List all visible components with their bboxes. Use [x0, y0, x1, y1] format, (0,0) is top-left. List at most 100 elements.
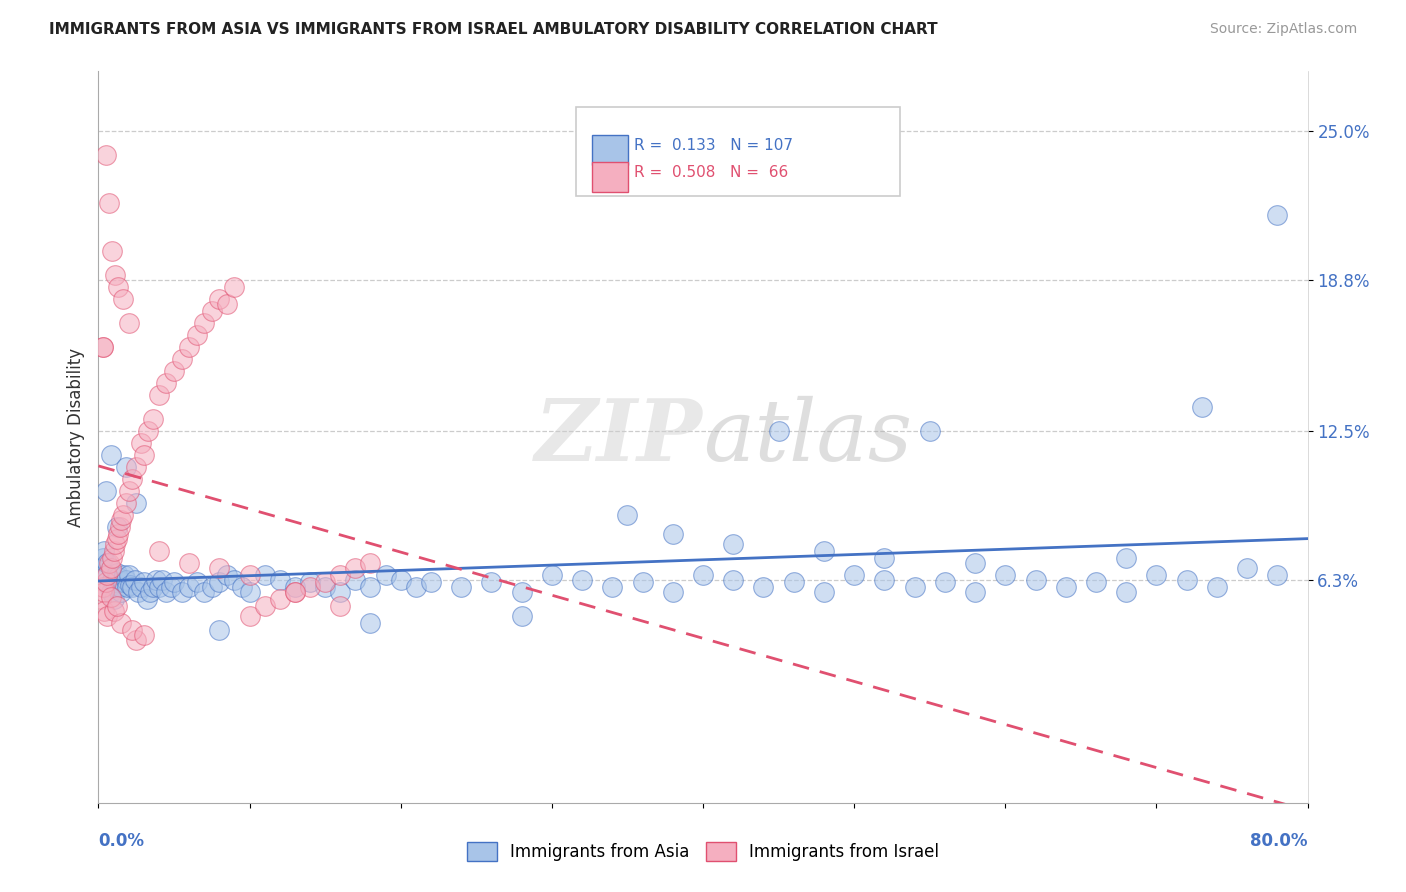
- Point: [124, 573, 146, 587]
- Point: [114, 573, 136, 587]
- Point: [114, 460, 136, 475]
- Point: [145, 573, 167, 587]
- Point: [752, 580, 775, 594]
- Point: [783, 575, 806, 590]
- Point: [103, 544, 125, 558]
- Point: [723, 537, 745, 551]
- Point: [98, 580, 121, 594]
- Point: [91, 580, 114, 594]
- Point: [100, 590, 122, 604]
- Point: [344, 573, 367, 587]
- Point: [118, 483, 141, 498]
- Point: [100, 561, 122, 575]
- Point: [121, 623, 143, 637]
- Point: [215, 297, 238, 311]
- Point: [125, 460, 148, 475]
- Point: [239, 584, 262, 599]
- Text: ZIP: ZIP: [536, 395, 703, 479]
- Point: [118, 568, 141, 582]
- Point: [110, 615, 132, 630]
- Point: [105, 532, 128, 546]
- Point: [114, 496, 136, 510]
- Point: [1144, 568, 1167, 582]
- Point: [112, 568, 135, 582]
- Point: [692, 568, 714, 582]
- Text: 0.0%: 0.0%: [98, 831, 145, 849]
- Point: [405, 580, 427, 594]
- Point: [571, 573, 593, 587]
- Point: [148, 544, 170, 558]
- Point: [96, 556, 118, 570]
- Point: [813, 544, 835, 558]
- Point: [103, 604, 125, 618]
- Point: [179, 556, 201, 570]
- Point: [360, 580, 382, 594]
- Point: [135, 591, 157, 606]
- Point: [115, 580, 138, 594]
- Point: [844, 568, 866, 582]
- Point: [1085, 575, 1108, 590]
- Point: [91, 340, 114, 354]
- Point: [104, 268, 127, 283]
- Point: [160, 580, 183, 594]
- Point: [994, 568, 1017, 582]
- Point: [94, 575, 117, 590]
- Point: [1236, 561, 1258, 575]
- Text: 80.0%: 80.0%: [1250, 831, 1308, 849]
- Point: [616, 508, 638, 522]
- Point: [108, 520, 131, 534]
- Point: [179, 340, 201, 354]
- Point: [450, 580, 472, 594]
- Point: [107, 527, 129, 541]
- Point: [284, 580, 307, 594]
- Point: [420, 575, 443, 590]
- Point: [120, 577, 142, 591]
- Text: atlas: atlas: [703, 396, 912, 478]
- Point: [96, 608, 118, 623]
- Point: [186, 328, 208, 343]
- Point: [105, 566, 128, 580]
- Point: [129, 580, 152, 594]
- Point: [142, 412, 165, 426]
- Point: [269, 573, 291, 587]
- Point: [360, 556, 382, 570]
- Point: [91, 340, 114, 354]
- Point: [208, 561, 231, 575]
- Point: [118, 316, 141, 330]
- Text: R =  0.133   N = 107: R = 0.133 N = 107: [634, 138, 793, 153]
- Point: [107, 570, 129, 584]
- Point: [208, 575, 231, 590]
- Point: [96, 568, 118, 582]
- Point: [904, 580, 927, 594]
- Point: [299, 580, 322, 594]
- Point: [90, 591, 112, 606]
- Point: [239, 608, 262, 623]
- Point: [170, 584, 193, 599]
- Point: [111, 508, 134, 522]
- Text: R =  0.508   N =  66: R = 0.508 N = 66: [634, 165, 789, 180]
- Point: [540, 568, 562, 582]
- Point: [148, 580, 170, 594]
- Point: [269, 591, 291, 606]
- Point: [150, 573, 173, 587]
- Point: [208, 292, 231, 306]
- Point: [239, 568, 262, 582]
- Text: IMMIGRANTS FROM ASIA VS IMMIGRANTS FROM ISRAEL AMBULATORY DISABILITY CORRELATION: IMMIGRANTS FROM ASIA VS IMMIGRANTS FROM …: [49, 22, 938, 37]
- Point: [93, 544, 115, 558]
- Point: [602, 580, 624, 594]
- Point: [201, 304, 224, 318]
- Point: [193, 316, 215, 330]
- Point: [148, 388, 170, 402]
- Point: [93, 584, 115, 599]
- Point: [193, 584, 215, 599]
- Point: [1115, 584, 1137, 599]
- Point: [723, 573, 745, 587]
- Point: [208, 623, 231, 637]
- Point: [389, 573, 412, 587]
- Point: [179, 580, 201, 594]
- Point: [1115, 551, 1137, 566]
- Point: [631, 575, 654, 590]
- Point: [100, 448, 122, 462]
- Point: [934, 575, 956, 590]
- Point: [93, 604, 115, 618]
